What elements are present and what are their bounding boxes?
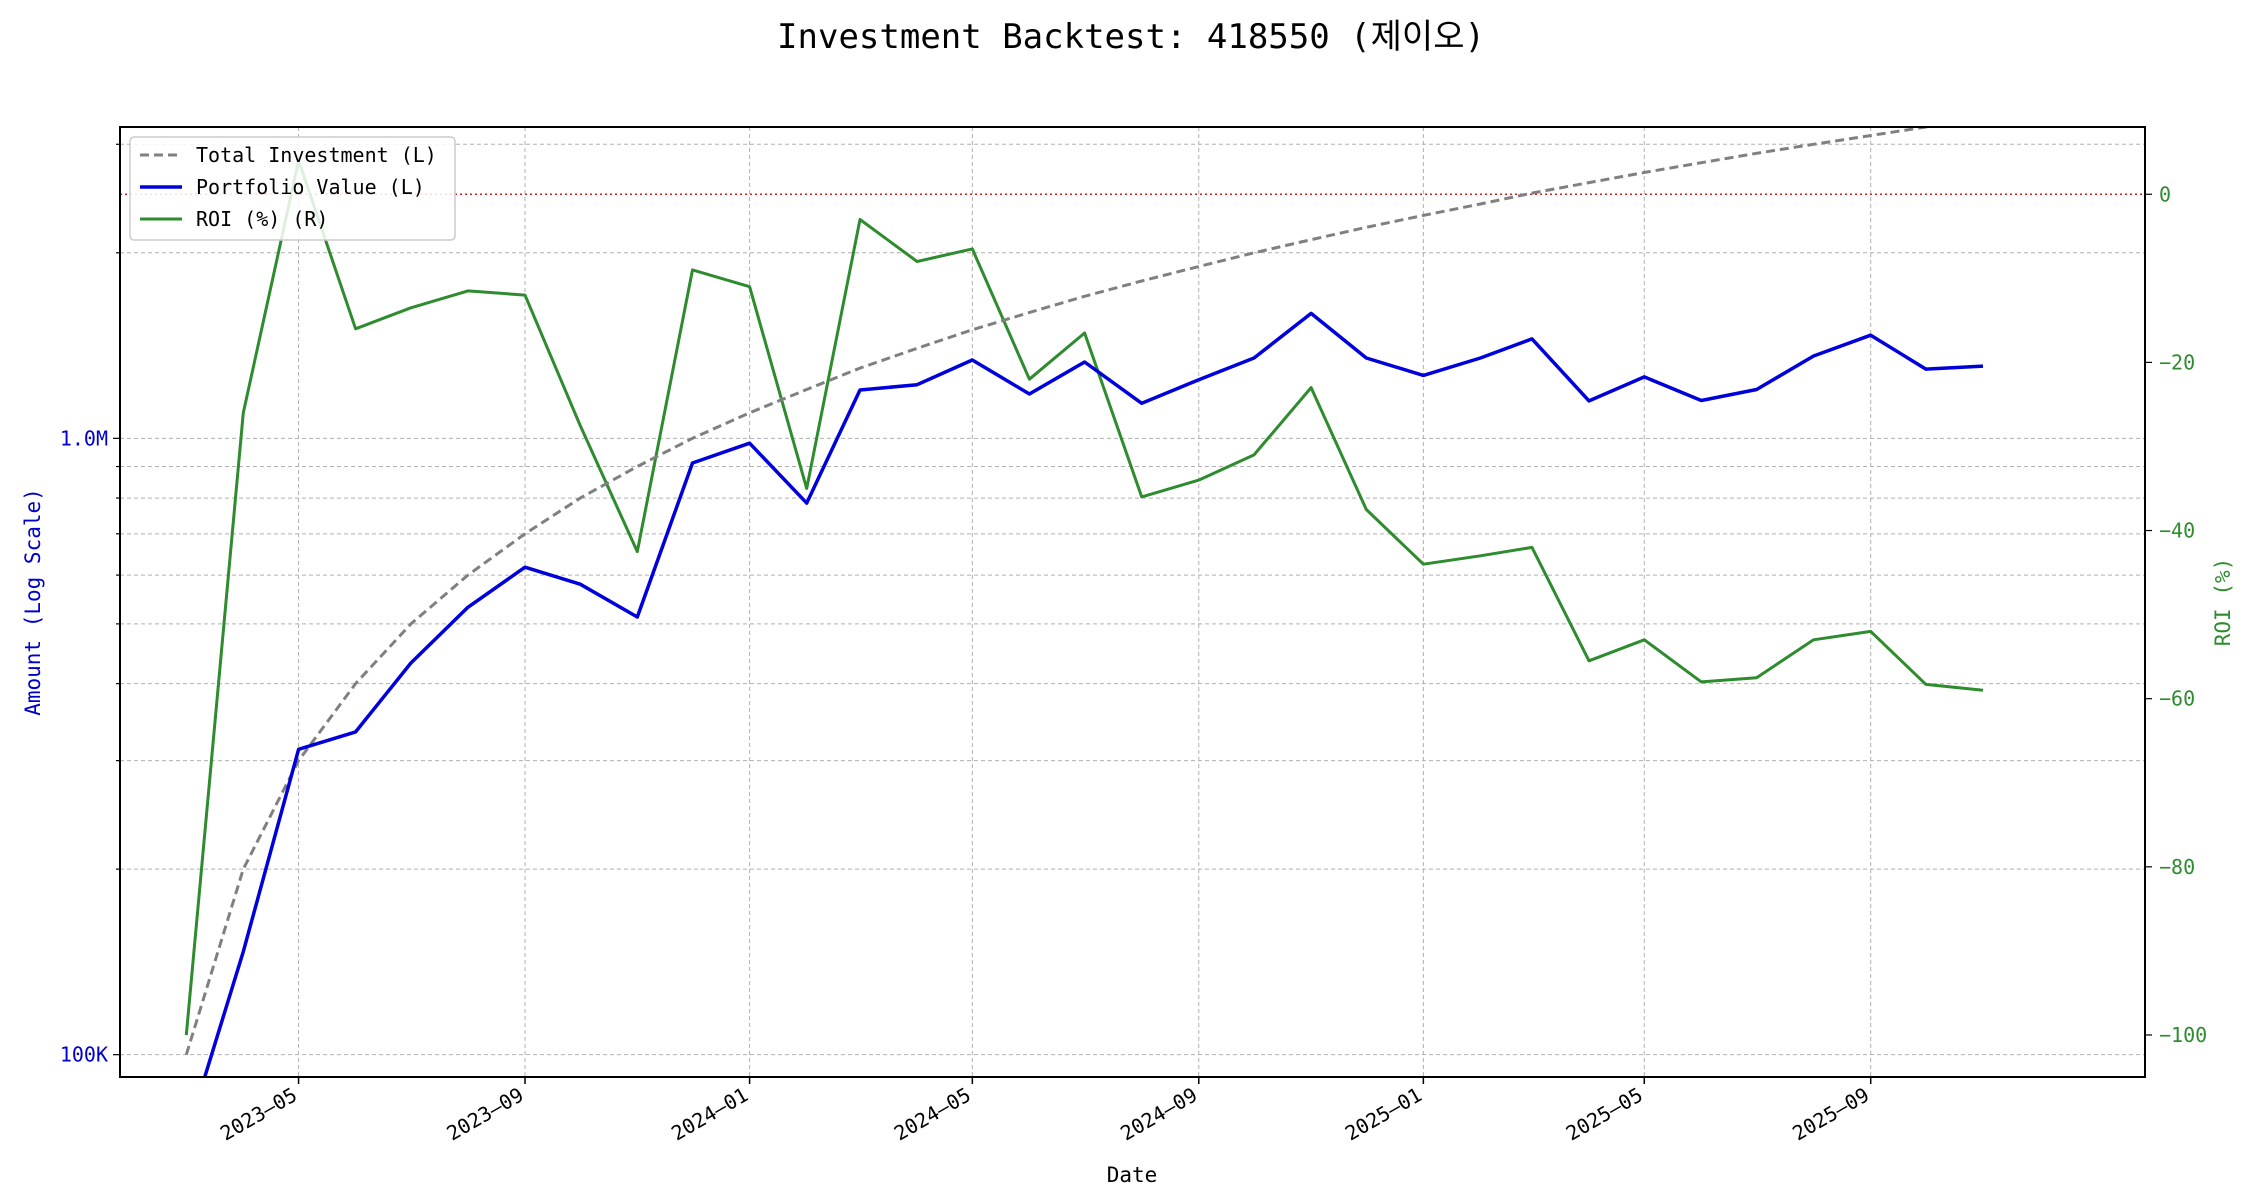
x-tick-label: 2024–09 [1116,1083,1201,1146]
left-tick-label: 1.0M [60,426,108,450]
legend: Total Investment (L) Portfolio Value (L)… [129,136,456,241]
left-tick-label: 100K [60,1043,108,1067]
x-tick-label: 2024–01 [667,1083,752,1146]
x-tick-label: 2025–05 [1562,1083,1647,1146]
right-tick-label: −20 [2159,350,2195,374]
left-axis: 100K 1.0M [60,143,120,1067]
right-axis: 0 −20 −40 −60 −80 −100 [2145,182,2207,1047]
series-line-total-investment-l [184,127,1937,1056]
series-layer [184,127,1984,1077]
right-tick-label: −80 [2159,855,2195,879]
legend-label-roi: ROI (%) (R) [196,207,328,231]
legend-label-total-investment: Total Investment (L) [196,143,437,167]
series-line-portfolio-value-l [202,311,1984,1077]
x-axis: 2023–05 2023–09 2024–01 2024–05 2024–09 2025–… [216,1077,1873,1145]
right-tick-label: −100 [2159,1023,2207,1047]
left-axis-label: Amount (Log Scale) [21,488,45,716]
x-tick-label: 2023–09 [442,1083,527,1146]
right-axis-label: ROI (%) [2211,558,2235,647]
x-tick-label: 2023–05 [216,1083,301,1146]
x-axis-label: Date [1107,1163,1158,1187]
x-tick-label: 2024–05 [890,1083,975,1146]
series-line-roi-r [184,159,1984,1036]
chart-title: Investment Backtest: 418550 (제이오) [777,17,1485,57]
right-tick-label: 0 [2159,182,2171,206]
plot-frame [119,126,2146,1078]
legend-box [129,136,456,241]
x-tick-label: 2025–01 [1341,1083,1426,1146]
grid-lines [120,127,2145,1077]
right-tick-label: −60 [2159,687,2195,711]
right-tick-label: −40 [2159,519,2195,543]
x-tick-label: 2025–09 [1788,1083,1873,1146]
legend-label-portfolio-value: Portfolio Value (L) [196,175,425,199]
